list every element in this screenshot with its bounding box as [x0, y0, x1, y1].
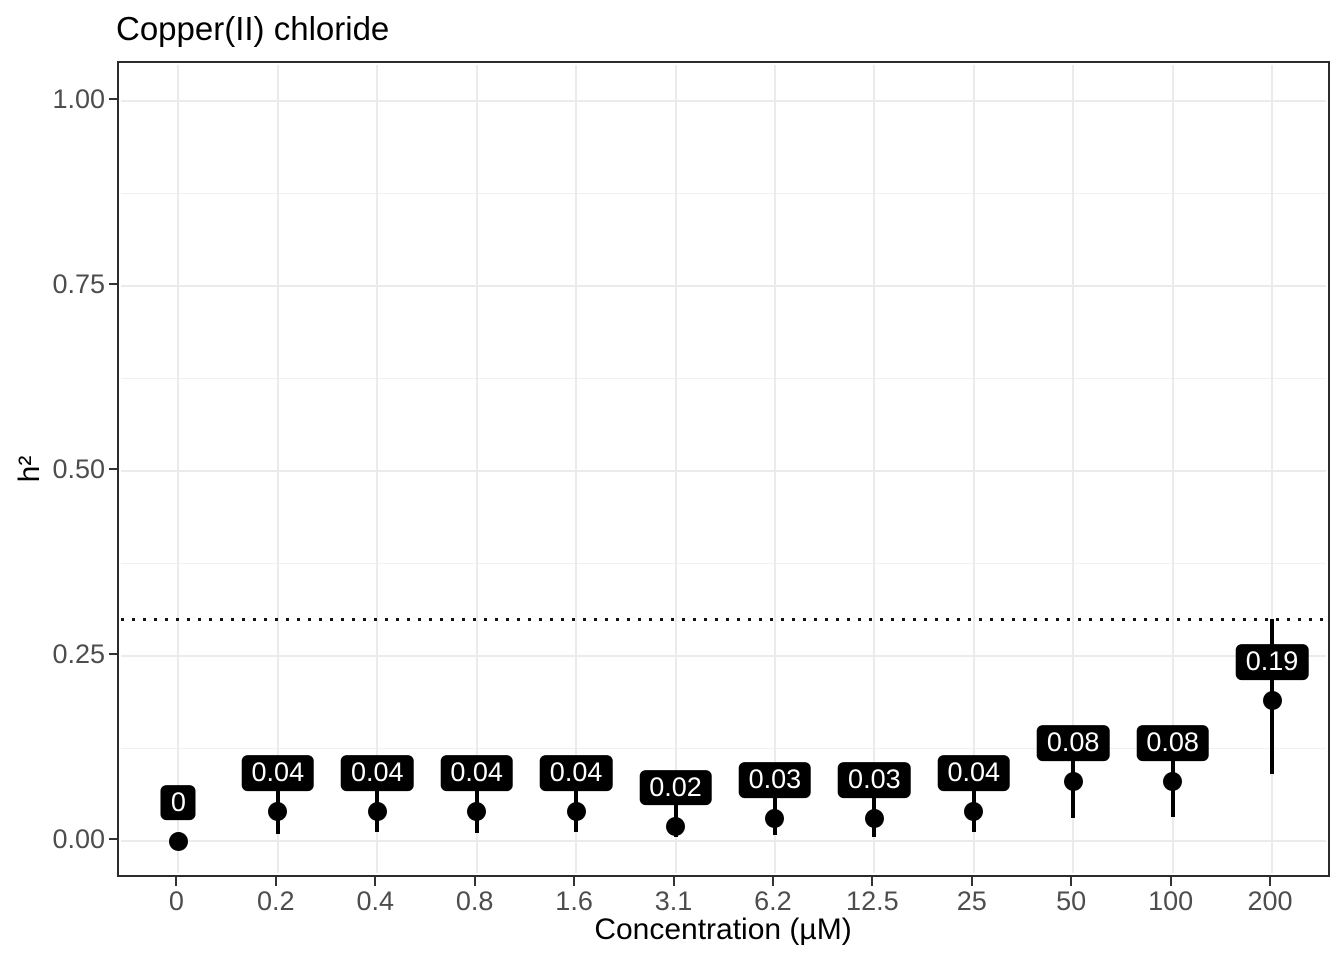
- x-gridline-major: [575, 65, 578, 873]
- x-tick-label: 0.4: [356, 886, 395, 916]
- x-tick-label: 0.2: [257, 886, 295, 916]
- x-gridline-major: [376, 65, 379, 873]
- x-gridline-major: [773, 65, 776, 873]
- point-value-label: 0.04: [937, 755, 1011, 791]
- x-tick-label: 12.5: [846, 886, 899, 916]
- x-tick-mark: [970, 877, 973, 886]
- y-gridline-minor: [121, 748, 1326, 749]
- y-gridline-major: [121, 285, 1326, 287]
- x-tick-label: 3.1: [654, 886, 693, 916]
- data-point: [367, 801, 387, 821]
- data-point: [1262, 690, 1282, 710]
- plot-panel: 0 0.04 0.04 0.04 0.04 0.02 0.03 0.03 0.04 0.08 0.0…: [117, 61, 1330, 877]
- point-value-label: 0.19: [1235, 644, 1309, 680]
- y-tick-label: 1.00: [52, 84, 105, 114]
- x-gridline-major: [1271, 65, 1274, 873]
- y-tick-label: 0.00: [52, 824, 105, 854]
- data-point: [864, 809, 884, 829]
- x-tick-mark: [1070, 877, 1073, 886]
- x-tick-label: 1.6: [555, 886, 593, 916]
- plot-area: 0 0.04 0.04 0.04 0.04 0.02 0.03 0.03 0.04 0.08 0.0…: [121, 65, 1326, 873]
- y-tick-mark: [109, 838, 117, 840]
- point-value-label: 0.04: [241, 755, 315, 791]
- y-gridline-major: [121, 100, 1326, 102]
- data-point: [1063, 772, 1083, 792]
- point-value-label: 0.03: [738, 762, 812, 799]
- x-tick-label: 0: [168, 886, 184, 916]
- x-tick-mark: [374, 877, 377, 886]
- x-tick-mark: [274, 877, 277, 886]
- point-value-label: 0.04: [440, 755, 513, 791]
- y-tick-mark: [109, 468, 117, 470]
- y-tick-label: 0.25: [52, 639, 105, 669]
- y-gridline-major: [121, 655, 1326, 657]
- data-point: [168, 831, 188, 851]
- data-point: [268, 801, 288, 821]
- y-gridline-minor: [121, 563, 1326, 564]
- plot-title: Copper(II) chloride: [116, 10, 390, 47]
- x-tick-mark: [473, 877, 476, 886]
- y-tick-mark: [109, 283, 117, 285]
- x-gridline-major: [276, 65, 279, 873]
- y-gridline-major: [121, 840, 1326, 842]
- y-tick-label: 0.75: [52, 269, 105, 299]
- x-tick-label: 25: [956, 886, 987, 916]
- y-gridline-minor: [121, 193, 1326, 194]
- x-tick-mark: [771, 877, 774, 886]
- y-gridline-major: [121, 470, 1326, 472]
- point-value-label: 0.08: [1036, 725, 1110, 762]
- point-value-label: 0.04: [340, 755, 414, 791]
- x-tick-mark: [175, 877, 178, 886]
- data-point: [964, 801, 984, 821]
- x-tick-label: 6.2: [754, 886, 792, 916]
- point-value-label: 0.03: [838, 762, 911, 799]
- y-tick-label: 0.50: [52, 454, 105, 484]
- data-point: [765, 809, 785, 829]
- x-gridline-major: [1072, 65, 1075, 873]
- x-tick-label: 0.8: [455, 886, 494, 916]
- point-value-label: 0.04: [539, 755, 613, 791]
- x-gridline-major: [1171, 65, 1174, 873]
- x-gridline-major: [674, 65, 677, 873]
- data-point: [467, 801, 487, 821]
- data-point: [666, 816, 685, 836]
- y-tick-mark: [109, 653, 117, 655]
- y-gridline-minor: [121, 378, 1326, 379]
- x-tick-mark: [1269, 877, 1272, 886]
- x-tick-mark: [1169, 877, 1172, 886]
- x-tick-label: 200: [1247, 886, 1293, 916]
- x-tick-mark: [573, 877, 576, 886]
- x-tick-mark: [672, 877, 675, 886]
- point-value-label: 0.02: [639, 769, 712, 806]
- point-value-label: 0.08: [1136, 725, 1209, 762]
- data-point: [566, 801, 586, 821]
- x-tick-label: 100: [1148, 886, 1194, 916]
- x-gridline-major: [972, 65, 975, 873]
- data-point: [1163, 772, 1183, 792]
- x-gridline-major: [873, 65, 876, 873]
- point-value-label: 0: [160, 784, 196, 821]
- x-tick-label: 50: [1056, 886, 1087, 916]
- reference-line: [121, 617, 1326, 621]
- x-gridline-major: [177, 65, 180, 873]
- x-tick-mark: [871, 877, 874, 886]
- y-tick-mark: [109, 98, 117, 100]
- x-gridline-major: [475, 65, 478, 873]
- x-axis-title: Concentration (µM): [594, 913, 852, 946]
